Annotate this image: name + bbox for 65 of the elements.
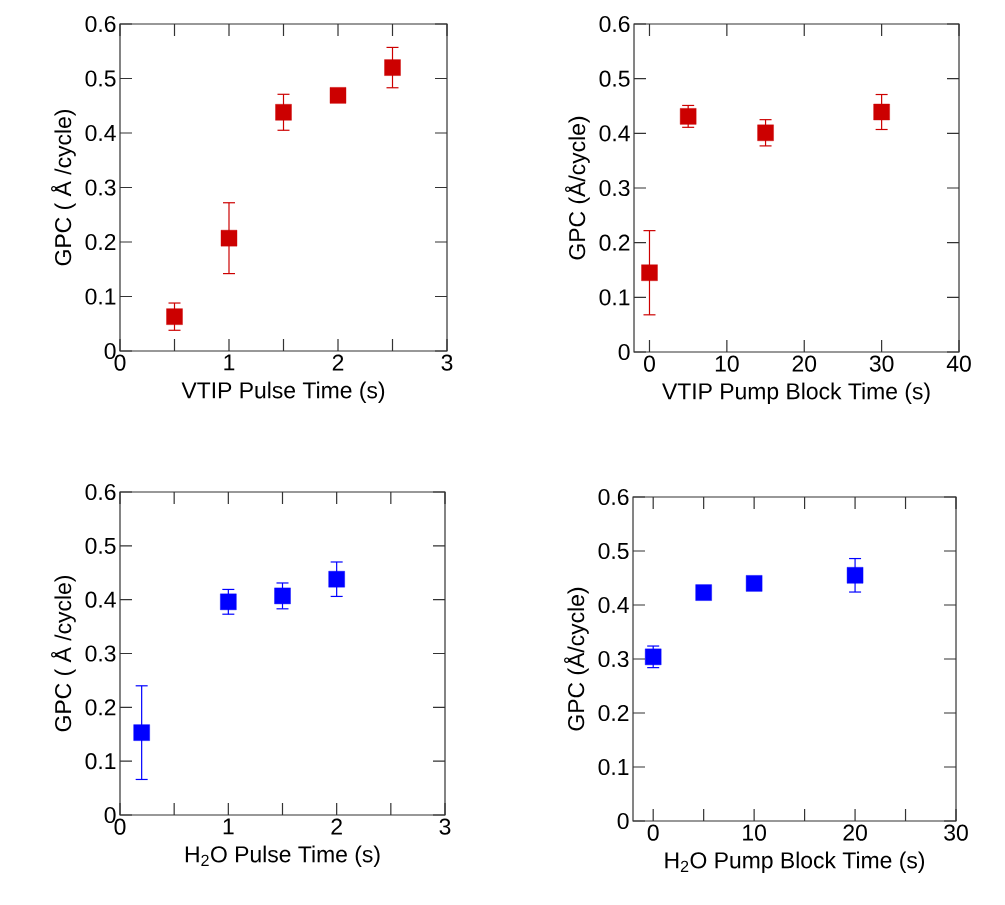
point	[328, 571, 345, 588]
point	[873, 103, 890, 121]
x-tick-label: 30	[869, 355, 894, 372]
y-tick-label: 0.3	[599, 179, 630, 197]
y-tick-label: 0.3	[598, 650, 629, 668]
y-tick-label: 0.2	[598, 704, 629, 722]
point	[757, 124, 774, 141]
y-tick-label: 0.6	[85, 15, 116, 33]
y-tick-label: 0.2	[85, 233, 116, 251]
y-tick-label: 0.4	[85, 591, 116, 608]
y-tick-label: 0.1	[85, 753, 116, 770]
x-tick-label: 40	[946, 355, 971, 372]
y-axis-title: GPC ( Å /cycle)	[51, 109, 76, 266]
x-tick-label: 20	[792, 355, 817, 372]
x-tick-label: 20	[843, 824, 867, 841]
y-tick-label: 0.1	[85, 288, 116, 305]
y-tick-label: 0.6	[85, 483, 116, 501]
point	[166, 308, 183, 325]
x-tick-label: 10	[715, 355, 739, 372]
point	[679, 108, 697, 125]
y-tick-label: 0	[104, 806, 116, 824]
y-tick-label: 0.6	[598, 488, 629, 506]
point	[641, 264, 658, 281]
y-tick-label: 0.5	[598, 542, 629, 560]
x-tick-label: 0	[644, 355, 655, 372]
x-axis-title: H$_{2}$O Pulse Time (s)	[185, 845, 380, 867]
y-tick-label: 0.1	[598, 758, 629, 776]
y-tick-label: 0.3	[85, 179, 116, 196]
y-tick-label: 0.2	[85, 699, 116, 716]
y-tick-label: 0.4	[599, 125, 630, 142]
point	[220, 229, 238, 247]
x-tick-label: 1	[223, 818, 234, 835]
y-axis-title: GPC (Å/cycle)	[564, 587, 589, 731]
y-axis-title: GPC (Å/cycle)	[565, 116, 590, 260]
point	[846, 567, 864, 584]
y-tick-label: 0.5	[85, 70, 116, 87]
point	[384, 59, 401, 76]
y-axis-title: GPC ( Å /cycle)	[51, 575, 76, 732]
y-tick-label: 0.4	[598, 596, 629, 614]
x-tick-label: 1	[224, 354, 235, 371]
x-tick-label: 3	[439, 818, 451, 835]
y-tick-label: 0.4	[85, 124, 116, 142]
x-tick-label: 30	[944, 824, 968, 841]
point	[220, 593, 237, 611]
point	[745, 575, 763, 592]
y-tick-label: 0.3	[85, 645, 116, 662]
x-tick-label: 0	[647, 824, 659, 841]
x-axis-title: VTIP Pulse Time (s)	[181, 381, 385, 403]
y-tick-label: 0.1	[599, 289, 630, 306]
x-tick-label: 10	[743, 824, 766, 841]
y-tick-label: 0.5	[599, 70, 630, 87]
point	[275, 104, 292, 121]
point	[133, 724, 150, 741]
x-tick-label: 2	[331, 818, 342, 835]
point	[329, 87, 347, 104]
y-tick-label: 0.2	[599, 234, 630, 251]
y-tick-label: 0.5	[85, 537, 116, 554]
x-tick-label: 2	[332, 354, 344, 371]
point	[695, 584, 712, 601]
x-axis-title: H$_{2}$O Pump Block Time (s)	[665, 851, 925, 873]
y-tick-label: 0.6	[599, 15, 630, 33]
x-axis-title: VTIP Pump Block Time (s)	[662, 382, 930, 404]
y-tick-label: 0	[104, 342, 116, 360]
point	[274, 587, 291, 605]
x-tick-label: 3	[441, 354, 453, 371]
